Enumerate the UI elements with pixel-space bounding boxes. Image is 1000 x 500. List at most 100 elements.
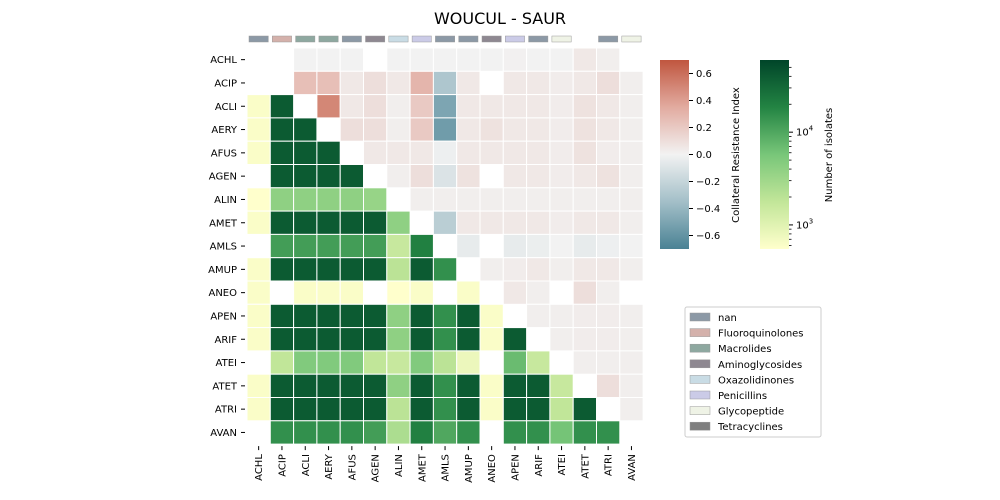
cell-acip-afus (339, 70, 365, 96)
y-label-arif: ARIF (215, 335, 238, 346)
cell-atei-atri (596, 350, 621, 375)
legend-swatch (689, 390, 711, 400)
class-color-bar (248, 35, 642, 43)
legend-label: Tetracyclines (717, 422, 783, 433)
x-label-amet: AMET (417, 453, 428, 482)
legend-label: nan (718, 313, 737, 324)
cell-acip-amet (409, 70, 434, 96)
cell-agen-atri (596, 164, 621, 189)
y-label-acip: ACIP (214, 78, 237, 89)
cell-acip-amls (432, 70, 458, 96)
cell-avan-atet (572, 420, 598, 445)
cell-afus-aery (316, 140, 341, 165)
class-color-aery (318, 35, 339, 43)
cell-agen-aery (316, 164, 341, 189)
cell-amet-acip (269, 210, 295, 235)
cell-aery-atri (596, 117, 621, 142)
cell-aery-agen (363, 117, 388, 142)
cell-afus-atet (572, 140, 598, 165)
cell-agen-arif (526, 164, 551, 189)
cell-atet-aneo (479, 373, 504, 399)
cell-afus-aneo (479, 140, 504, 165)
cell-aneo-acli (293, 280, 318, 305)
cell-atri-amet (409, 397, 434, 422)
cell-atet-avan (619, 373, 644, 399)
cell-apen-achl (246, 303, 271, 329)
cell-achl-amup (456, 47, 481, 72)
cell-alin-amup (456, 187, 481, 212)
cell-acli-atei (549, 94, 574, 119)
cell-arif-atei (549, 327, 574, 352)
cell-aneo-atri (596, 280, 621, 305)
cell-atet-agen (363, 373, 388, 399)
cell-amup-acli (293, 257, 318, 282)
y-label-avan: AVAN (210, 428, 237, 439)
cell-apen-amet (409, 303, 434, 329)
cell-aery-apen (502, 117, 528, 142)
cell-atei-acli (293, 350, 318, 375)
cell-apen-atei (549, 303, 574, 329)
cell-achl-alin (386, 47, 411, 72)
cell-alin-afus (339, 187, 365, 212)
cell-acli-aneo (479, 94, 504, 119)
cell-aery-amet (409, 117, 434, 142)
class-color-agen (365, 35, 386, 43)
cri-colorbar: Collateral Resistance Index 0.6 0.4 0.2 0.0… (660, 60, 742, 249)
cell-achl-atei (549, 47, 574, 72)
cell-arif-amup (456, 327, 481, 352)
cell-aery-alin (386, 117, 411, 142)
cell-atet-atri (596, 373, 621, 399)
legend-label: Oxazolidinones (718, 375, 794, 386)
y-label-achl: ACHL (210, 55, 237, 66)
cell-acli-avan (619, 94, 644, 119)
cell-avan-amet (409, 420, 434, 445)
cell-alin-amet (409, 187, 434, 212)
cell-alin-amls (432, 187, 458, 212)
isolates-colorbar-gradient (760, 60, 789, 249)
cell-atet-alin (386, 373, 411, 399)
cell-aery-aneo (479, 117, 504, 142)
cell-amls-acli (293, 233, 318, 259)
cell-avan-acip (269, 420, 295, 445)
cell-atet-amup (456, 373, 481, 399)
cell-atet-arif (526, 373, 551, 399)
isolates-colorbar-label: Number of isolates (824, 108, 835, 202)
cell-amet-agen (363, 210, 388, 235)
cell-acip-avan (619, 70, 644, 96)
cell-atet-amet (409, 373, 434, 399)
cell-atri-atet (572, 397, 598, 422)
class-color-achl (248, 35, 269, 43)
x-label-achl: ACHL (254, 454, 265, 481)
cell-agen-amet (409, 164, 434, 189)
cell-agen-apen (502, 164, 528, 189)
cell-amup-apen (502, 257, 528, 282)
cell-avan-alin (386, 420, 411, 445)
cell-amls-agen (363, 233, 388, 259)
cell-avan-agen (363, 420, 388, 445)
cell-avan-amls (432, 420, 458, 445)
cell-apen-acli (293, 303, 318, 329)
cell-acli-alin (386, 94, 411, 119)
cell-atei-avan (619, 350, 644, 375)
cell-atri-amls (432, 397, 458, 422)
cell-aery-atei (549, 117, 574, 142)
cell-amet-arif (526, 210, 551, 235)
legend-label: Fluoroquinolones (718, 329, 804, 340)
cell-acli-acip (269, 94, 295, 119)
cell-atri-aery (316, 397, 341, 422)
class-color-afus (341, 35, 362, 43)
class-color-atri (598, 35, 619, 43)
class-color-avan (621, 35, 642, 43)
cell-amup-acip (269, 257, 295, 282)
cell-aery-arif (526, 117, 551, 142)
cell-aneo-amup (456, 280, 481, 305)
cell-arif-apen (502, 327, 528, 352)
cell-arif-amet (409, 327, 434, 352)
cell-acli-atet (572, 94, 598, 119)
legend-swatch (689, 421, 711, 431)
cell-arif-alin (386, 327, 411, 352)
cell-apen-arif (526, 303, 551, 329)
cell-afus-atri (596, 140, 621, 165)
heatmap-cells (246, 47, 644, 445)
cell-alin-acip (269, 187, 295, 212)
